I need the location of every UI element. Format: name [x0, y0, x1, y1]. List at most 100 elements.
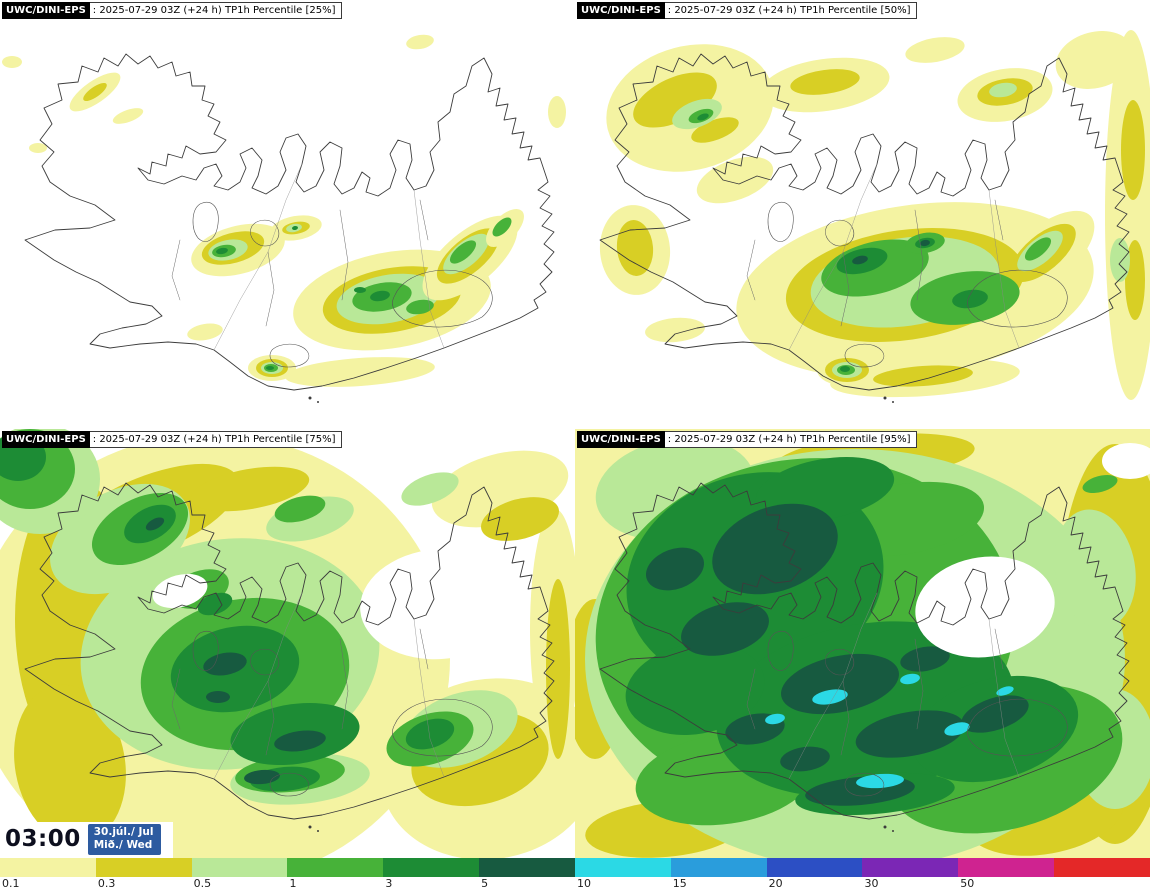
weather-map-75 [0, 429, 575, 858]
precip-contour-blob [187, 323, 223, 341]
precip-contour-blob [370, 290, 390, 302]
precip-contour-blob [112, 108, 144, 124]
legend-tick-label: 0.1 [2, 877, 20, 890]
weather-map-25 [2, 34, 566, 404]
precip-contour-blob [961, 695, 1029, 733]
date-line-month: 30.júl./ Jul [93, 825, 154, 838]
precip-contour-blob [405, 718, 455, 750]
precip-contour-blob [1105, 30, 1150, 400]
precip-contour-blob [840, 366, 850, 372]
precip-contour-blob [1055, 31, 1135, 89]
legend-segment [1054, 858, 1150, 877]
legend-segment [0, 858, 96, 877]
legend-segment [670, 858, 767, 877]
legend-segment [862, 858, 959, 877]
precip-contour-blob [765, 713, 785, 725]
precip-contour-blob [1121, 100, 1145, 200]
precip-contour-blob [645, 547, 705, 591]
date-badge: 30.júl./ Jul Mið./ Wed [87, 823, 162, 855]
panel-percentile-95: UWC/DINI-EPS : 2025-07-29 03Z (+24 h) TP… [575, 429, 1150, 858]
precip-contour-blob [915, 556, 1055, 658]
legend-segment [479, 858, 575, 877]
precip-contour-blob [905, 37, 965, 63]
precip-contour-blob [546, 579, 570, 759]
precip-contour-blob [203, 652, 247, 676]
precip-contour-blob [266, 366, 274, 370]
panel-percentile-75: UWC/DINI-EPS : 2025-07-29 03Z (+24 h) TP… [0, 429, 575, 858]
weather-map-95 [575, 429, 1150, 858]
precip-contour-blob [449, 240, 477, 264]
precip-contour-blob [755, 324, 805, 346]
date-line-weekday: Mið./ Wed [93, 839, 153, 852]
legend-tick-label: 3 [385, 877, 393, 890]
precip-contour-blob [712, 503, 838, 595]
legend-tick-label [1054, 877, 1150, 891]
precip-contour-blob [681, 602, 769, 656]
precip-contour-blob [29, 143, 47, 153]
precip-contour-blob [625, 643, 765, 735]
precip-contour-blob [633, 72, 717, 128]
precip-legend: 0.1 0.3 0.5 1 3 5 10 15 20 30 50 [0, 858, 1150, 891]
valid-time: 03:00 [5, 826, 81, 853]
precip-contour-blob [406, 34, 434, 50]
precip-contour-blob [696, 156, 774, 204]
precip-contour-blob [1082, 474, 1118, 494]
precip-contour-blob [2, 56, 22, 68]
precip-contour-blob [190, 466, 310, 512]
precip-contour-blob [492, 217, 512, 237]
precip-contour-blob [292, 225, 298, 231]
precip-contour-blob [996, 686, 1014, 696]
legend-segment [383, 858, 480, 877]
legend-segment [766, 858, 863, 877]
precip-contour-blob [645, 317, 705, 343]
model-label: UWC/DINI-EPS [577, 431, 665, 448]
precip-contour-blob [145, 517, 165, 531]
precip-contour-blob [152, 573, 208, 609]
legend-tick-label: 10 [576, 877, 591, 890]
precip-contour-blob [697, 113, 709, 121]
precip-contour-blob [354, 287, 366, 293]
precip-contour-blob [944, 722, 970, 736]
precip-contour-blob [691, 117, 739, 143]
legend-labels: 0.1 0.3 0.5 1 3 5 10 15 20 30 50 [0, 877, 1150, 891]
legend-segment [958, 858, 1055, 877]
precip-contour-blob [616, 220, 654, 276]
legend-tick-label: 50 [960, 877, 975, 890]
legend-tick-label: 15 [672, 877, 687, 890]
precip-contour-blob [481, 497, 559, 541]
model-label: UWC/DINI-EPS [2, 431, 90, 448]
precip-contour-blob [360, 548, 520, 660]
precip-contour-blob [989, 82, 1017, 98]
panel-title: UWC/DINI-EPS : 2025-07-29 03Z (+24 h) TP… [577, 431, 917, 448]
precip-contour-blob [952, 289, 988, 309]
precip-contour-blob [216, 247, 228, 255]
precip-contour-blob [1024, 237, 1052, 261]
map-grid: UWC/DINI-EPS : 2025-07-29 03Z (+24 h) TP… [0, 0, 1150, 858]
weather-map-50 [599, 30, 1150, 404]
panel-title: UWC/DINI-EPS : 2025-07-29 03Z (+24 h) TP… [2, 431, 342, 448]
precip-contour-blob [197, 592, 233, 616]
precip-contour-blob [780, 746, 830, 772]
precip-contour-blob [274, 495, 326, 523]
run-details: : 2025-07-29 03Z (+24 h) TP1h Percentile… [664, 431, 917, 448]
legend-tick-label: 5 [481, 877, 489, 890]
panel-title: UWC/DINI-EPS : 2025-07-29 03Z (+24 h) TP… [577, 2, 917, 19]
legend-tick-label: 0.5 [193, 877, 212, 890]
precip-contour-blob [781, 653, 899, 715]
model-label: UWC/DINI-EPS [577, 2, 665, 19]
legend-tick-label: 1 [289, 877, 297, 890]
legend-bar [0, 858, 1150, 877]
panel-title: UWC/DINI-EPS : 2025-07-29 03Z (+24 h) TP… [2, 2, 342, 19]
precip-contour-blob [856, 773, 904, 789]
model-label: UWC/DINI-EPS [2, 2, 90, 19]
precip-contour-blob [401, 472, 459, 506]
precip-contour-blob [812, 689, 848, 705]
legend-segment [287, 858, 384, 877]
precip-contour-blob [406, 299, 434, 315]
precip-contour-blob [83, 82, 107, 102]
precip-contour-blob [274, 730, 326, 752]
precip-contour-blob [900, 646, 950, 672]
precip-contour-blob [548, 96, 566, 128]
run-details: : 2025-07-29 03Z (+24 h) TP1h Percentile… [89, 2, 342, 19]
